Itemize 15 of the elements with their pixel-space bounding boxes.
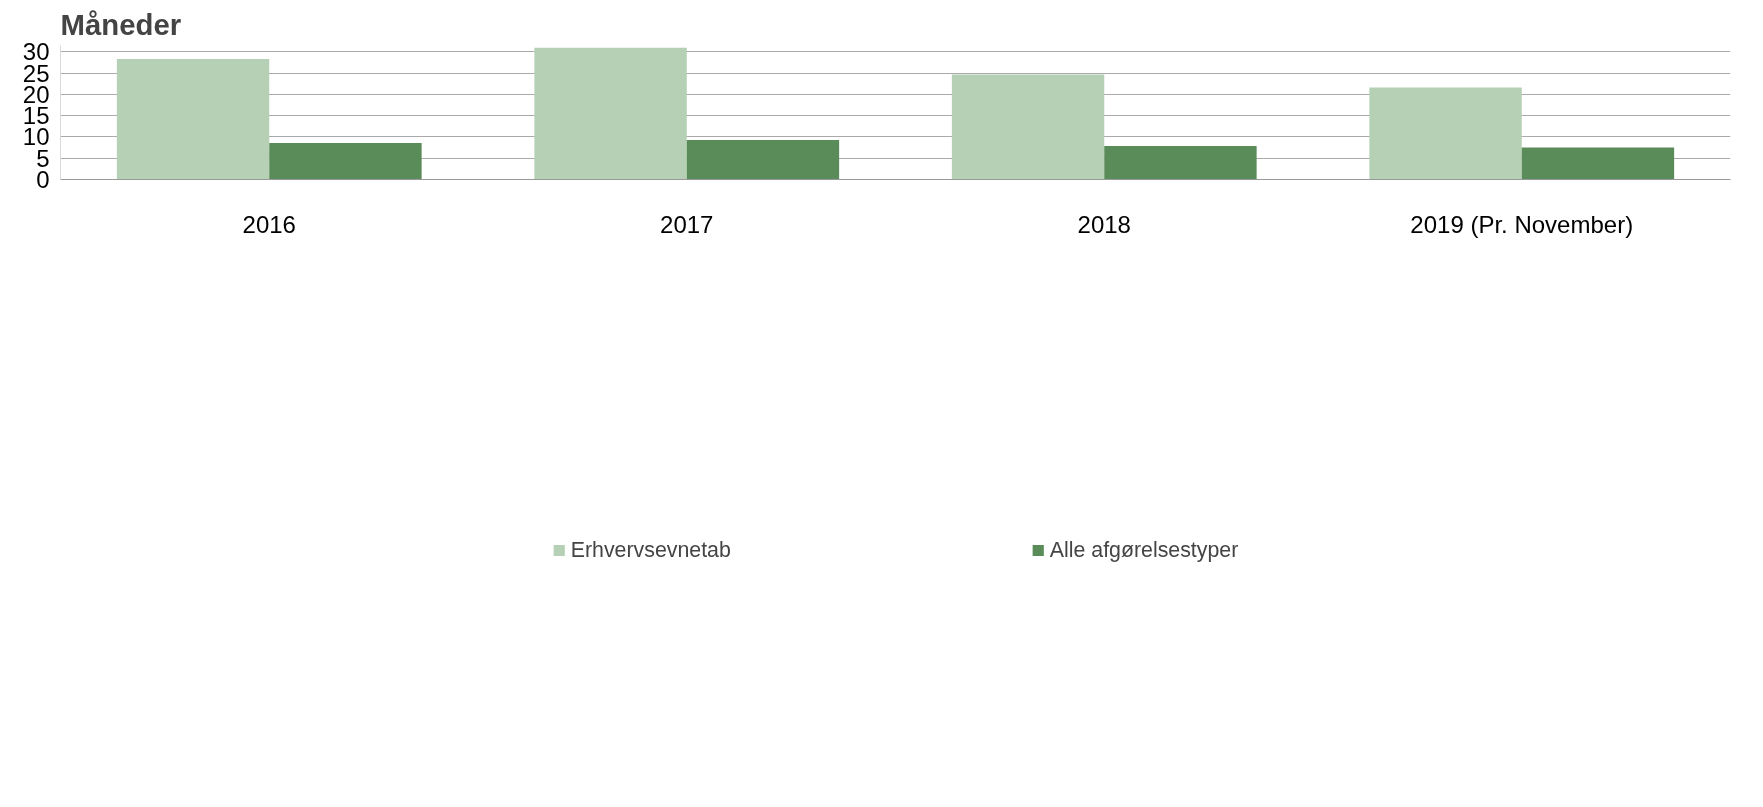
- x-tick-label: 2019 (Pr. November): [1410, 210, 1634, 238]
- x-tick-label: 2017: [660, 210, 714, 238]
- bar: [1104, 145, 1257, 180]
- bar: [534, 47, 687, 180]
- bar: [1369, 87, 1522, 180]
- bar: [269, 142, 422, 180]
- bar: [1521, 147, 1675, 180]
- y-axis-title: Måneder: [60, 7, 182, 41]
- x-tick-label: 2016: [242, 210, 296, 238]
- x-tick-label: 2018: [1077, 210, 1131, 238]
- legend-label: Alle afgørelsestyper: [1049, 537, 1239, 563]
- legend-label: Erhvervsevnetab: [570, 537, 731, 563]
- bar: [951, 74, 1105, 180]
- bar: [116, 59, 270, 180]
- bar: [686, 139, 840, 180]
